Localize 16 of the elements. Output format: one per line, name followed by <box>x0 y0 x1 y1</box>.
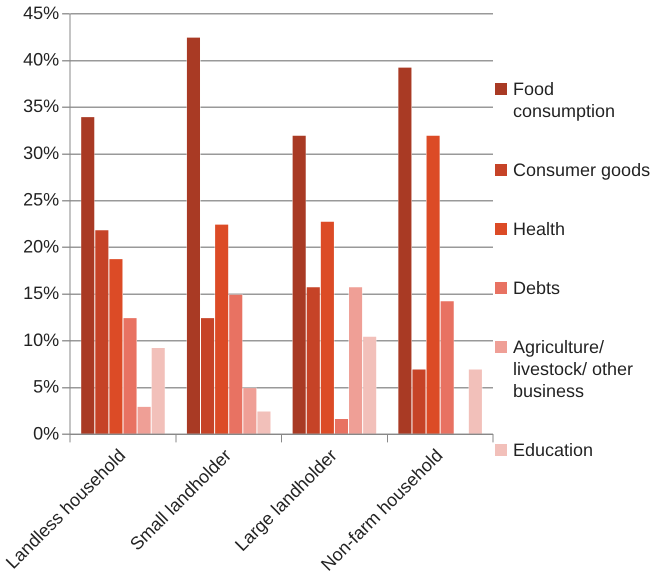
y-tick-label: 25% <box>23 190 60 210</box>
legend-label: Education <box>513 439 594 461</box>
y-tick-label: 10% <box>23 330 60 350</box>
y-tick-label: 30% <box>23 142 60 163</box>
legend-label: Consumer goods <box>513 159 650 181</box>
legend-label: Agriculture/ livestock/ other business <box>513 336 634 402</box>
legend-label: Health <box>513 218 566 240</box>
y-tick-label: 15% <box>23 283 60 304</box>
legend-label: Food consumption <box>513 78 616 122</box>
y-tick-label: 20% <box>23 236 60 256</box>
y-tick-label: 0% <box>33 423 60 444</box>
legend-label: Debts <box>513 277 560 299</box>
y-tick-label: 5% <box>33 376 60 397</box>
y-tick-label: 45% <box>23 2 60 23</box>
y-tick-label: 40% <box>23 50 60 70</box>
y-tick-label: 35% <box>23 96 60 116</box>
